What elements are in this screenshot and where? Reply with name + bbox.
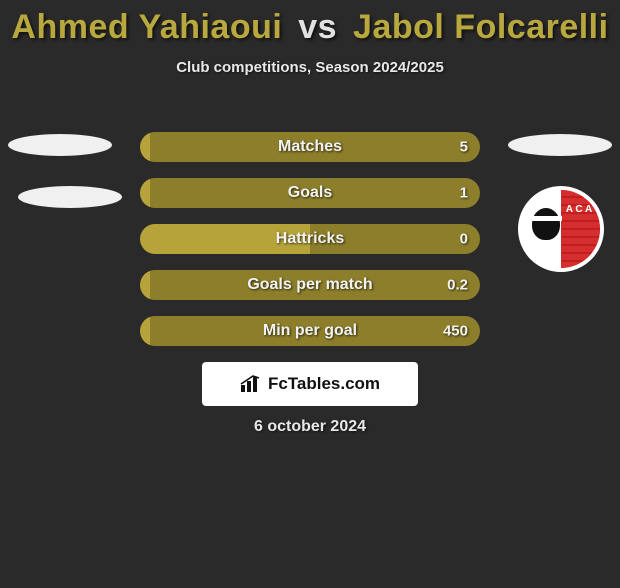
- stat-bar-right-value: 5: [460, 139, 468, 156]
- stat-bar: Goals per match 0.2: [140, 270, 480, 300]
- vs-label: vs: [298, 8, 337, 46]
- club-logo-head-icon: [532, 208, 560, 240]
- comparison-title: Ahmed Yahiaoui vs Jabol Folcarelli: [0, 8, 620, 47]
- stat-bar: Hattricks 0: [140, 224, 480, 254]
- player1-name: Ahmed Yahiaoui: [11, 8, 282, 46]
- subtitle: Club competitions, Season 2024/2025: [0, 59, 620, 76]
- bar-chart-icon: [240, 375, 262, 393]
- stat-bar-right-value: 450: [443, 323, 468, 340]
- stat-bar-right-value: 1: [460, 185, 468, 202]
- stat-bar-label: Goals per match: [247, 276, 372, 294]
- club-logo-letters: A C A: [564, 204, 594, 215]
- player2-name: Jabol Folcarelli: [353, 8, 609, 46]
- stats-bars: Matches 5 Goals 1 Hattricks 0 Goals per match 0…: [140, 132, 480, 362]
- branding-badge: FcTables.com: [202, 362, 418, 406]
- stat-bar-label: Min per goal: [263, 322, 357, 340]
- player2-photo-placeholder: [508, 134, 612, 156]
- stat-bar: Goals 1: [140, 178, 480, 208]
- stat-bar-right-value: 0: [460, 231, 468, 248]
- stat-bar-label: Matches: [278, 138, 342, 156]
- stat-bar: Matches 5: [140, 132, 480, 162]
- club-logo: A C A: [518, 186, 604, 272]
- branding-text: FcTables.com: [268, 374, 380, 394]
- player1-photo-placeholder-2: [18, 186, 122, 208]
- player1-photo-placeholder-1: [8, 134, 112, 156]
- date-label: 6 october 2024: [254, 418, 366, 436]
- stat-bar-left-fill: [140, 270, 150, 300]
- stat-bar-left-fill: [140, 132, 150, 162]
- stat-bar: Min per goal 450: [140, 316, 480, 346]
- stat-bar-right-value: 0.2: [447, 277, 468, 294]
- stat-bar-label: Hattricks: [276, 230, 344, 248]
- stat-bar-left-fill: [140, 316, 150, 346]
- stat-bar-left-fill: [140, 178, 150, 208]
- club-logo-headband-icon: [530, 216, 562, 221]
- club-logo-stripes: [561, 190, 600, 268]
- stat-bar-label: Goals: [288, 184, 332, 202]
